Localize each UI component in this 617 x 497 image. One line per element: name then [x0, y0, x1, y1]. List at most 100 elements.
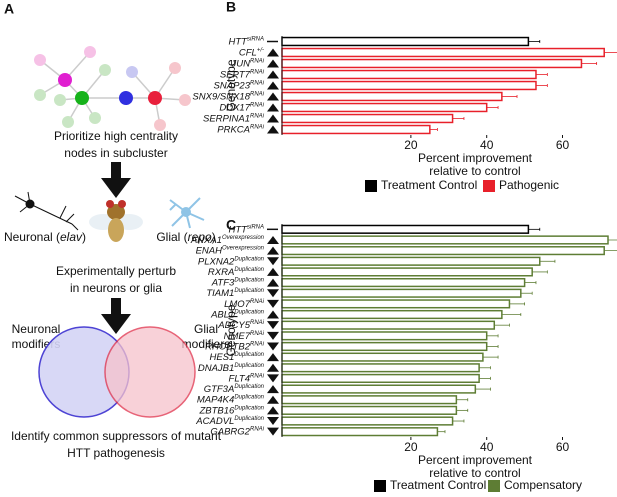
category-label: RHOBTB2RNAi: [205, 341, 265, 352]
marker-up: [267, 92, 279, 101]
bar: [281, 124, 431, 135]
category-superscript: RNAi: [250, 102, 265, 108]
bar: [281, 91, 503, 102]
category-name: HTT: [229, 36, 249, 47]
x-tick-label: 40: [480, 138, 494, 152]
panel-a: A Prioritize high centrality nodes in su…: [4, 1, 230, 460]
marker-up: [267, 267, 279, 276]
category-superscript: Overexpression: [222, 235, 265, 241]
category-name: NME7: [224, 330, 251, 341]
marker-up: [267, 70, 279, 79]
marker-down: [267, 342, 279, 351]
category-superscript: RNAi: [250, 80, 265, 86]
category-name: ABL1: [210, 309, 234, 320]
x-axis-label: Percent improvement: [418, 453, 533, 467]
bar: [281, 405, 458, 415]
category-superscript: +/-: [257, 47, 264, 53]
category-name: SERPINA1: [203, 113, 250, 124]
arrow: [101, 298, 131, 334]
x-axis-label: relative to control: [429, 164, 520, 178]
category-superscript: Duplication: [234, 362, 264, 368]
category-superscript: RNAi: [250, 124, 265, 130]
category-label: HES1Duplication: [209, 352, 264, 363]
marker-up: [267, 81, 279, 90]
bar: [281, 80, 537, 91]
legend-swatch: [365, 180, 377, 192]
category-name: ACADVL: [195, 416, 234, 427]
marker-down: [267, 321, 279, 330]
venn-label: Neuronal: [12, 322, 61, 336]
neuronal-label: Neuronal (elav): [4, 230, 86, 244]
bar: [281, 288, 522, 298]
category-superscript: Duplication: [234, 288, 264, 294]
category-superscript: RNAi: [250, 113, 265, 119]
legend-swatch: [374, 480, 386, 492]
category-name: PRKCA: [217, 124, 250, 135]
marker-down: [267, 257, 279, 266]
step-text: Experimentally perturb: [56, 264, 176, 278]
text: repo: [188, 230, 212, 244]
step-text: Identify common suppressors of mutant: [11, 429, 222, 443]
category-name: ZBTB16: [198, 405, 235, 416]
category-label: NME7RNAi: [224, 330, 265, 341]
category-label: HTTsiRNA: [229, 224, 264, 235]
bar: [281, 102, 488, 113]
bar: [281, 395, 458, 405]
category-superscript: RNAi: [250, 373, 265, 379]
marker-down: [267, 331, 279, 340]
legend-label: Treatment Control: [381, 178, 477, 192]
bar: [281, 69, 537, 80]
marker-up: [267, 103, 279, 112]
bar: [281, 113, 454, 124]
marker-up: [267, 395, 279, 404]
category-label: GTF3ADuplication: [204, 384, 265, 395]
marker-up: [267, 310, 279, 319]
category-superscript: Duplication: [234, 416, 264, 422]
category-name: JUN: [231, 58, 251, 69]
bar: [281, 277, 526, 288]
marker-up: [267, 114, 279, 123]
category-name: HES1: [209, 352, 234, 363]
category-label: SNAP23RNAi: [214, 80, 265, 91]
category-superscript: Duplication: [234, 277, 264, 283]
category-name: DNAJB1: [198, 362, 234, 373]
category-name: RHOBTB2: [205, 341, 251, 352]
category-name: PLXNA2: [198, 256, 235, 267]
category-superscript: Duplication: [234, 394, 264, 400]
bar: [281, 47, 605, 58]
category-label: ADCY5RNAi: [217, 320, 264, 331]
category-name: HTT: [229, 224, 249, 235]
category-superscript: Overexpression: [222, 245, 265, 251]
text: Glial (: [156, 230, 187, 244]
category-label: GABRG2RNAi: [210, 426, 264, 437]
bar: [281, 352, 484, 362]
category-superscript: RNAi: [250, 91, 265, 97]
glia-icon: [169, 197, 205, 229]
venn-label: Glial: [194, 322, 218, 336]
text: ): [212, 230, 216, 244]
x-tick-label: 20: [404, 138, 418, 152]
marker-down: [267, 299, 279, 308]
panel-label: A: [4, 1, 14, 17]
category-label: TIAM1Duplication: [206, 288, 264, 299]
category-label: SEPT7RNAi: [220, 69, 265, 80]
bar: [281, 331, 488, 341]
marker-up: [267, 363, 279, 372]
venn-label: modifiers: [182, 337, 231, 351]
x-axis-label: Percent improvement: [418, 151, 533, 165]
text: Neuronal (: [4, 230, 60, 244]
category-label: ZBTB16Duplication: [198, 405, 264, 416]
category-superscript: RNAi: [250, 341, 265, 347]
category-superscript: Duplication: [234, 352, 264, 358]
category-superscript: RNAi: [250, 69, 265, 75]
category-superscript: siRNA: [247, 36, 264, 42]
x-axis-label: relative to control: [429, 466, 520, 480]
y-axis-label: Genotype: [224, 59, 238, 111]
marker-down: [267, 427, 279, 436]
x-tick-label: 20: [404, 440, 418, 454]
legend-label: Treatment Control: [390, 478, 486, 492]
bar: [281, 36, 530, 47]
panel-label: C: [226, 217, 236, 233]
category-label: PLXNA2Duplication: [198, 256, 265, 267]
